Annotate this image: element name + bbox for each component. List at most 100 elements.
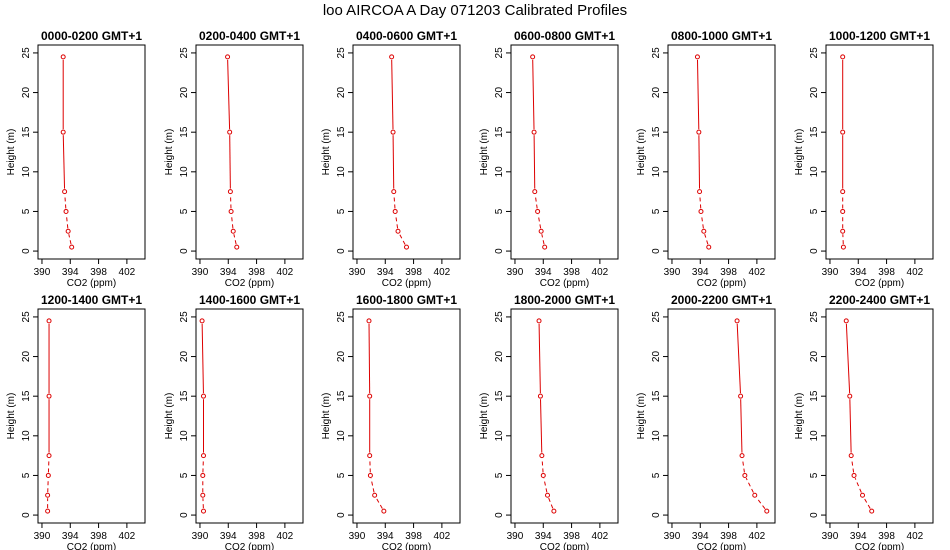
panel-title: 1200-1400 GMT+1 xyxy=(41,293,142,307)
y-tick-label: 5 xyxy=(651,208,662,214)
data-point xyxy=(531,129,537,135)
x-axis-label: CO2 (ppm) xyxy=(855,542,904,550)
x-tick-label: 402 xyxy=(907,531,924,542)
plot-frame xyxy=(195,308,304,524)
profile-segment xyxy=(391,59,394,130)
profile-panel: 1200-1400 GMT+1 390 394 398 402 0 5 10 15 20 25 CO2… xyxy=(6,293,146,550)
x-tick-label: 394 xyxy=(377,531,394,542)
x-axis-label: CO2 (ppm) xyxy=(382,278,431,289)
y-tick-label: 0 xyxy=(336,248,347,254)
x-axis-label: CO2 (ppm) xyxy=(225,278,274,289)
data-point xyxy=(200,492,206,498)
y-tick-label: 5 xyxy=(809,208,820,214)
data-point xyxy=(381,508,387,514)
profile-segment xyxy=(230,214,234,229)
y-tick-label: 10 xyxy=(21,166,32,178)
profile-panel: 2200-2400 GMT+1 390 394 398 402 0 5 10 15 20 25 CO2… xyxy=(794,293,934,550)
profile-segment xyxy=(201,323,204,394)
plot-frame xyxy=(352,44,461,260)
profile-panel: 1400-1600 GMT+1 390 394 398 402 0 5 10 15 20 25 CO2… xyxy=(164,293,304,550)
x-tick-label: 390 xyxy=(192,267,209,278)
data-point xyxy=(860,492,866,498)
data-point xyxy=(390,129,396,135)
profile-segment xyxy=(851,458,855,473)
profile-segment xyxy=(227,59,231,130)
y-tick-label: 15 xyxy=(809,126,820,138)
profile-segment xyxy=(370,478,375,493)
x-tick-label: 394 xyxy=(377,267,394,278)
data-point xyxy=(45,508,51,514)
y-tick-label: 15 xyxy=(809,390,820,402)
profile-segment xyxy=(68,234,72,245)
profile-segment xyxy=(233,234,237,245)
data-point xyxy=(392,208,398,214)
data-point xyxy=(734,318,740,324)
y-tick-label: 15 xyxy=(21,126,32,138)
profile-segment xyxy=(700,214,704,229)
y-tick-label: 20 xyxy=(179,87,190,99)
x-tick-label: 394 xyxy=(220,531,237,542)
plot-frame xyxy=(195,44,304,260)
data-point xyxy=(60,54,66,60)
y-tick-label: 10 xyxy=(651,430,662,442)
y-tick-label: 25 xyxy=(21,47,32,59)
data-point xyxy=(46,453,52,459)
y-tick-label: 5 xyxy=(651,472,662,478)
y-tick-label: 25 xyxy=(179,311,190,323)
y-tick-label: 15 xyxy=(21,390,32,402)
x-axis-label: CO2 (ppm) xyxy=(67,278,116,289)
x-tick-label: 398 xyxy=(720,531,737,542)
data-point xyxy=(391,189,397,195)
x-tick-label: 394 xyxy=(850,531,867,542)
profile-segment xyxy=(229,135,231,189)
data-point xyxy=(840,208,846,214)
data-point xyxy=(535,208,541,214)
x-tick-label: 402 xyxy=(907,267,924,278)
x-tick-label: 394 xyxy=(692,531,709,542)
x-tick-label: 402 xyxy=(277,267,294,278)
profile-segment xyxy=(398,233,406,245)
x-tick-label: 390 xyxy=(349,531,366,542)
y-tick-label: 5 xyxy=(179,472,190,478)
data-point xyxy=(697,189,703,195)
panel-title: 1400-1600 GMT+1 xyxy=(199,293,300,307)
y-tick-label: 15 xyxy=(651,126,662,138)
y-tick-label: 20 xyxy=(336,351,347,363)
x-tick-label: 398 xyxy=(90,531,107,542)
data-point xyxy=(228,208,234,214)
y-tick-label: 0 xyxy=(21,248,32,254)
data-point xyxy=(869,508,875,514)
x-tick-label: 398 xyxy=(878,267,895,278)
profile-segment xyxy=(64,194,67,209)
x-tick-label: 398 xyxy=(405,267,422,278)
data-point xyxy=(230,228,236,234)
x-tick-label: 398 xyxy=(90,267,107,278)
profile-segment xyxy=(541,458,544,473)
y-tick-label: 20 xyxy=(651,351,662,363)
data-point xyxy=(372,492,378,498)
data-point xyxy=(847,393,853,399)
y-tick-label: 0 xyxy=(179,248,190,254)
data-point xyxy=(395,228,401,234)
data-point xyxy=(225,54,231,60)
x-tick-label: 390 xyxy=(34,531,51,542)
page-title: loo AIRCOA A Day 071203 Calibrated Profi… xyxy=(322,2,628,19)
y-tick-label: 10 xyxy=(809,430,820,442)
y-tick-label: 10 xyxy=(336,166,347,178)
y-tick-label: 20 xyxy=(494,351,505,363)
x-tick-label: 394 xyxy=(692,267,709,278)
x-tick-label: 402 xyxy=(592,531,609,542)
y-tick-label: 15 xyxy=(179,126,190,138)
x-tick-label: 402 xyxy=(749,267,766,278)
profile-segment xyxy=(543,478,548,493)
x-tick-label: 402 xyxy=(749,531,766,542)
data-point xyxy=(532,189,538,195)
data-point xyxy=(63,208,69,214)
data-point xyxy=(696,129,702,135)
profile-segment xyxy=(745,477,754,493)
profile-segment xyxy=(62,135,66,189)
y-tick-label: 25 xyxy=(651,47,662,59)
y-tick-label: 5 xyxy=(179,208,190,214)
profile-segment xyxy=(854,478,862,493)
profile-segment xyxy=(537,214,542,229)
